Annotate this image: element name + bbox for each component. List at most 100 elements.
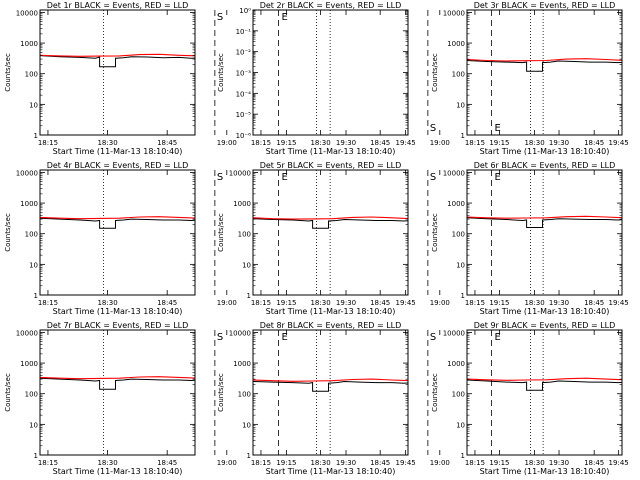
x-tick-label: 18:15 [251, 299, 271, 307]
y-axis-label: Counts/sec [431, 373, 439, 412]
x-tick-label: 18:45 [584, 299, 604, 307]
y-tick-label: 10000 [443, 169, 465, 177]
y-tick-label: 1 [247, 452, 251, 460]
y-tick-label: 10000 [229, 169, 251, 177]
panel-det-4r: Det 4r BLACK = Events, RED = LLD S E 1 10 100… [4, 161, 416, 316]
x-tick-label: 18:30 [310, 459, 330, 467]
panel-title: Det 2r BLACK = Events, RED = LLD [260, 1, 402, 10]
x-tick-label: 18:15 [38, 139, 58, 147]
y-tick-label: 1 [34, 132, 38, 140]
y-tick-label: 1 [247, 292, 251, 300]
series-lld [40, 53, 195, 57]
y-axis-label: Counts/sec [431, 213, 439, 252]
marker-e: E [281, 12, 287, 23]
panel-title: Det 7r BLACK = Events, RED = LLD [47, 321, 189, 330]
marker-e: E [494, 123, 500, 134]
panel-frame [466, 9, 623, 136]
x-tick-label: 19:45 [396, 139, 416, 147]
series-lld [40, 216, 195, 220]
panel-data [253, 378, 408, 392]
y-tick-label: 10 [29, 421, 38, 429]
y-axis-label: Counts/sec [217, 53, 225, 92]
x-tick-label: 18:45 [584, 459, 604, 467]
y-tick-label: 1 [461, 132, 465, 140]
series-events [253, 218, 408, 229]
panel-det-8r: Det 8r BLACK = Events, RED = LLD S E 1 10 100… [217, 321, 629, 476]
y-axis-label: Counts/sec [4, 373, 12, 412]
x-tick-label: 19:30 [549, 299, 569, 307]
y-axis-label: Counts/sec [217, 373, 225, 412]
panel-det-5r: Det 5r BLACK = Events, RED = LLD S E 1 10 100… [217, 161, 629, 316]
x-tick-label: 18:45 [157, 299, 177, 307]
x-axis-label: Start Time (11-Mar-13 18:10:40) [266, 307, 396, 316]
x-axis-label: Start Time (11-Mar-13 18:10:40) [480, 467, 610, 476]
y-tick-label: 1000 [447, 360, 465, 368]
x-tick-label: 18:45 [584, 139, 604, 147]
y-tick-label: 100 [25, 71, 38, 79]
x-axis-label: Start Time (11-Mar-13 18:10:40) [53, 467, 183, 476]
panel-det-7r: Det 7r BLACK = Events, RED = LLD S E 1 10 100… [4, 321, 416, 476]
y-tick-label: 10 [242, 421, 251, 429]
y-tick-label: 10 [29, 261, 38, 269]
series-lld [253, 378, 408, 382]
series-lld [467, 215, 622, 219]
x-tick-label: 19:00 [430, 459, 450, 467]
series-lld [40, 376, 195, 380]
y-tick-label: 100 [238, 231, 251, 239]
panel-frame [39, 9, 196, 136]
x-tick-label: 18:15 [251, 139, 271, 147]
x-tick-label: 19:15 [276, 299, 296, 307]
marker-e: E [494, 332, 500, 343]
x-tick-label: 18:15 [38, 459, 58, 467]
marker-s: S [430, 332, 436, 343]
x-tick-label: 19:45 [396, 299, 416, 307]
x-tick-label: 19:45 [609, 459, 629, 467]
x-tick-label: 19:30 [336, 139, 356, 147]
panel-data [467, 58, 622, 72]
y-tick-label: 10000 [229, 329, 251, 337]
x-tick-label: 19:00 [430, 139, 450, 147]
y-tick-label: 10 [242, 261, 251, 269]
panel-data [40, 53, 195, 68]
marker-e: E [494, 172, 500, 183]
series-lld [253, 216, 408, 220]
y-tick-label: 10⁰ [239, 7, 251, 15]
y-tick-label: 100 [452, 391, 465, 399]
series-events [253, 380, 408, 392]
panel-det-6r: Det 6r BLACK = Events, RED = LLD S E 1 10 100… [431, 161, 623, 316]
y-tick-label: 10 [456, 101, 465, 109]
x-tick-label: 19:15 [489, 299, 509, 307]
x-tick-label: 19:30 [549, 459, 569, 467]
y-tick-label: 1 [461, 452, 465, 460]
series-events [467, 379, 622, 391]
x-tick-label: 19:30 [549, 139, 569, 147]
x-tick-label: 19:00 [217, 139, 237, 147]
x-tick-label: 18:15 [38, 299, 58, 307]
x-tick-label: 18:30 [524, 139, 544, 147]
x-tick-label: 18:15 [251, 459, 271, 467]
x-axis-label: Start Time (11-Mar-13 18:10:40) [480, 307, 610, 316]
x-tick-label: 18:45 [370, 459, 390, 467]
panel-data [467, 215, 622, 228]
series-events [467, 217, 622, 228]
panel-data [467, 377, 622, 391]
y-tick-label: 100 [238, 391, 251, 399]
y-tick-label: 10000 [16, 329, 38, 337]
x-tick-label: 19:15 [489, 459, 509, 467]
x-tick-label: 18:30 [310, 299, 330, 307]
x-axis-label: Start Time (11-Mar-13 18:10:40) [53, 307, 183, 316]
x-tick-label: 19:15 [276, 459, 296, 467]
x-tick-label: 19:00 [217, 299, 237, 307]
x-tick-label: 18:15 [465, 299, 485, 307]
series-events [467, 60, 622, 72]
panel-det-3r: Det 3r BLACK = Events, RED = LLD S E 1 10 100… [431, 1, 623, 156]
y-tick-label: 10⁻² [236, 49, 252, 57]
x-tick-label: 19:45 [396, 459, 416, 467]
y-tick-label: 100 [452, 71, 465, 79]
y-tick-label: 10⁻³ [236, 70, 252, 78]
x-tick-label: 18:45 [370, 299, 390, 307]
series-events [40, 377, 195, 390]
x-axis-label: Start Time (11-Mar-13 18:10:40) [266, 147, 396, 156]
x-axis-label: Start Time (11-Mar-13 18:10:40) [53, 147, 183, 156]
series-lld [467, 58, 622, 62]
